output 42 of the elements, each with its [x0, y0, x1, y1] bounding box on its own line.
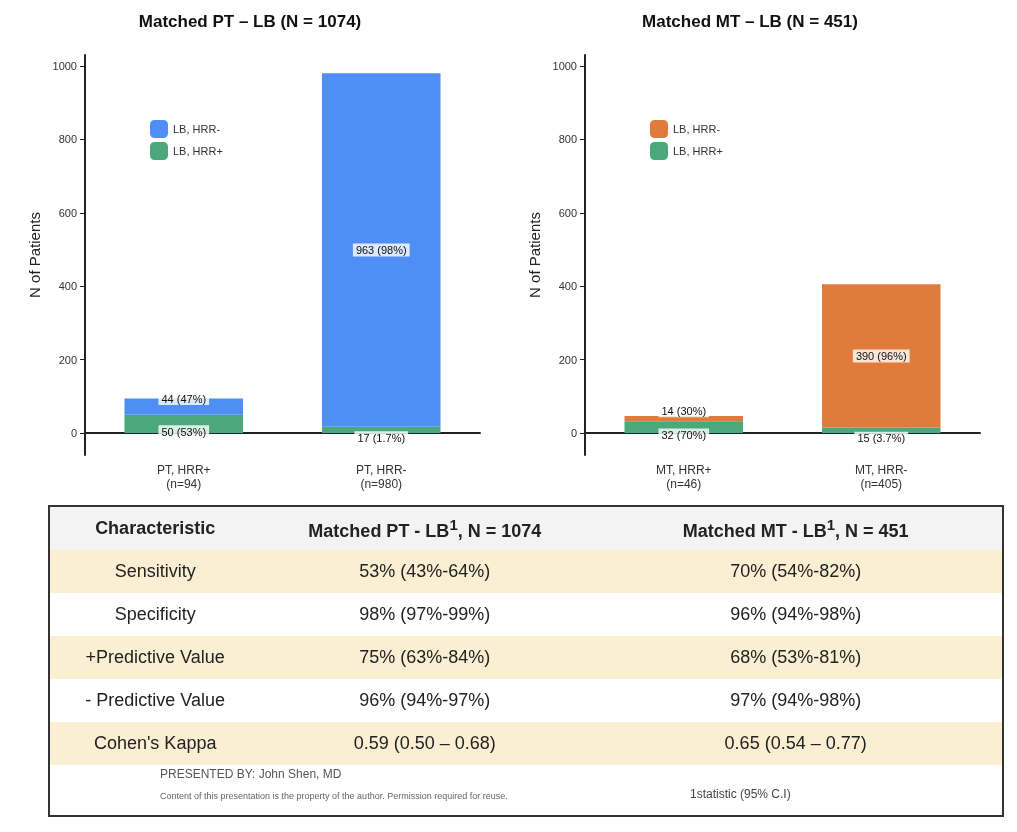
x-tick-label: MT, HRR+ (n=46) — [655, 463, 712, 491]
x-tick-label: PT, HRR- (n=980) — [355, 463, 407, 491]
y-tick-label: 0 — [570, 426, 577, 439]
y-tick-label: 200 — [58, 353, 77, 366]
bar — [822, 427, 941, 433]
x-tick-label: MT, HRR- (n=405) — [854, 463, 908, 491]
table-row-shading: - Predictive Value 96% (94%-97%) 97% (94%-98%) — [50, 679, 1002, 722]
y-tick-label: 200 — [558, 353, 577, 366]
y-tick-label: 1000 — [52, 60, 77, 73]
data-label: 44 (47%) — [161, 392, 207, 405]
y-tick-label: 400 — [58, 280, 77, 293]
y-tick-label: 600 — [58, 206, 77, 219]
y-tick-label: 400 — [558, 280, 577, 293]
y-tick-label: 800 — [58, 133, 77, 146]
text: PRESENTED BY: John Shen, MD — [160, 767, 342, 781]
bar — [822, 284, 941, 428]
y-axis-title: N of Patients — [525, 212, 543, 298]
table-row-shading: Characteristic Matched PT - LB$^{1}$, N = 1074 Matched MT - LB$^{1}$, N = 451 — [50, 507, 1002, 550]
data-label: 14 (30%) — [661, 404, 707, 417]
x-tick-label: PT, HRR+ (n=94) — [156, 463, 211, 491]
legend-label: LB, HRR+ — [173, 145, 223, 157]
chart-title: Matched MT – LB (N = 451) — [642, 12, 858, 31]
y-axis-title: N of Patients — [25, 212, 43, 298]
table-row-shading: Specificity 98% (97%-99%) 96% (94%-98%) — [50, 593, 1002, 636]
text: Content of this presentation is the property of the author. Permission required for reuse. — [160, 791, 508, 801]
data-label: 50 (53%) — [161, 425, 207, 438]
data-label: 32 (70%) — [661, 429, 707, 442]
y-tick-label: 600 — [558, 206, 577, 219]
legend-label: LB, HRR+ — [673, 145, 723, 157]
data-label: 17 (1.7%) — [357, 431, 406, 444]
legend-label: LB, HRR- — [173, 123, 221, 135]
legend-label: LB, HRR- — [673, 123, 721, 135]
data-label: 963 (98%) — [355, 244, 407, 257]
bar — [322, 73, 441, 427]
y-tick-label: 1000 — [552, 60, 577, 73]
table-row-shading: Sensitivity 53% (43%-64%) 70% (54%-82%) — [50, 550, 1002, 593]
chart-title: Matched PT – LB (N = 1074) — [138, 12, 362, 31]
data-label: 15 (3.7%) — [857, 432, 906, 445]
y-tick-label: 800 — [558, 133, 577, 146]
text: 1statistic (95% C.I) — [690, 787, 791, 801]
data-label: 390 (96%) — [855, 349, 907, 362]
y-tick-label: 0 — [70, 426, 77, 439]
